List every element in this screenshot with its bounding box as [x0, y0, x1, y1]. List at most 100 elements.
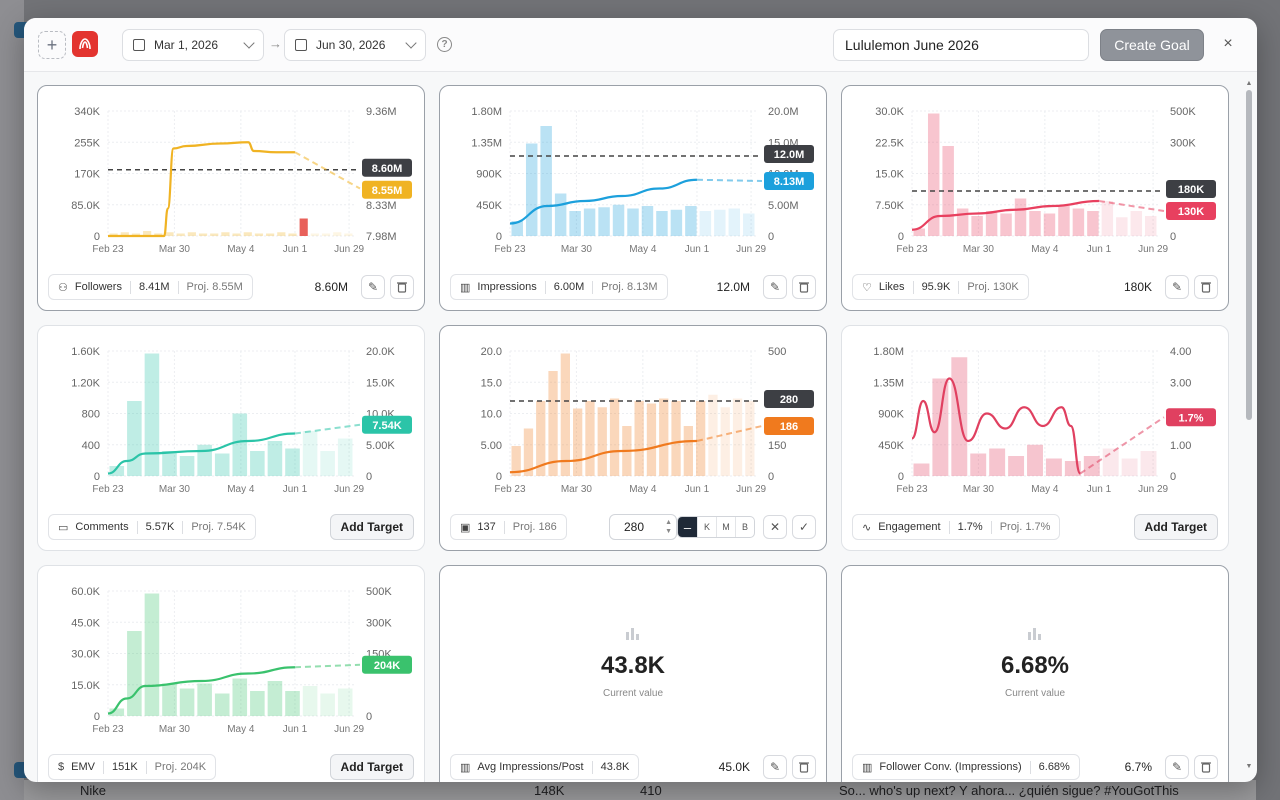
metric-card-likes[interactable]: 30.0K 22.5K 15.0K 7.50K 0 500K 300K 0 Feb 23 Mar … — [841, 85, 1229, 311]
metric-name: Follower Conv. (Impressions) — [879, 761, 1022, 773]
metric-card-engagement[interactable]: 1.80M1.35M900K450K04.003.002.001.000Feb … — [841, 325, 1229, 551]
bar — [913, 228, 925, 236]
create-goal-button[interactable]: Create Goal — [1100, 29, 1204, 61]
x-tick: May 4 — [1031, 244, 1059, 255]
y-tick-left: 450K — [476, 200, 502, 212]
unit-option[interactable]: – — [678, 517, 697, 537]
bar — [120, 232, 129, 236]
metric-pill[interactable]: ▥ Impressions 6.00M Proj. 8.13M — [450, 274, 668, 300]
chart-icon: ▥ — [460, 761, 471, 774]
unit-selector[interactable]: – K M B — [677, 516, 755, 538]
bar — [913, 463, 930, 476]
metric-pill[interactable]: ♡ Likes 95.9K Proj. 130K — [852, 274, 1029, 300]
big-value: 6.68% — [1000, 652, 1070, 679]
trash-icon[interactable] — [792, 755, 816, 779]
metric-pill[interactable]: ⚇ Followers 8.41M Proj. 8.55M — [48, 274, 253, 300]
bar — [598, 207, 610, 236]
bar — [554, 193, 567, 236]
unit-option[interactable]: K — [697, 517, 716, 537]
metric-card-videos[interactable]: 20.0 15.0 10.0 5.00 0 500 150 0 Feb 23 Mar 30 May … — [439, 325, 827, 551]
metric-pill[interactable]: ∿ Engagement 1.7% Proj. 1.7% — [852, 514, 1061, 540]
metric-card-impressions[interactable]: 1.80M1.35M900K450K020.0M15.0M10.0M5.00M0… — [439, 85, 827, 311]
metric-pill[interactable]: ▣ 137 Proj. 186 — [450, 514, 567, 540]
metric-card-emv[interactable]: 60.0K 45.0K 30.0K 15.0K 0 500K 300K 150K 0 Feb 23… — [37, 565, 425, 782]
add-target-button[interactable]: Add Target — [1133, 514, 1218, 540]
svg-text:280: 280 — [780, 394, 798, 406]
confirm-icon[interactable]: ✓ — [792, 515, 816, 539]
bar — [1116, 217, 1128, 236]
add-brand-button[interactable]: + — [38, 31, 66, 59]
y-tick-left: 255K — [74, 137, 100, 149]
target-value: 6.7% — [1124, 760, 1152, 774]
cancel-icon[interactable]: ✕ — [763, 515, 787, 539]
trash-icon[interactable] — [1194, 755, 1218, 779]
bar — [573, 408, 583, 476]
pulse-icon: ∿ — [862, 521, 872, 534]
trash-icon[interactable] — [1194, 275, 1218, 299]
y-tick-left: 0 — [94, 231, 100, 243]
edit-icon[interactable]: ✎ — [1165, 755, 1189, 779]
projection-tag: 204K — [362, 655, 412, 674]
metric-card-avg-impressions[interactable]: 43.8K Current value ▥ Avg Impressions/Post 4… — [439, 565, 827, 782]
scroll-down-icon[interactable]: ▼ — [1245, 763, 1253, 770]
x-tick: May 4 — [227, 244, 255, 255]
bar — [970, 453, 987, 476]
x-tick: Jun 29 — [334, 244, 364, 255]
target-value: 8.60M — [314, 280, 348, 294]
edit-icon[interactable]: ✎ — [1165, 275, 1189, 299]
bar — [511, 446, 521, 476]
metric-card-followers[interactable]: 340K 255K 170K 85.0K 0 9.36M 8.33M 7.98M Feb 23 M… — [37, 85, 425, 311]
y-tick-left: 30.0K — [71, 649, 100, 661]
goal-name-input[interactable]: Lululemon June 2026 — [833, 29, 1089, 61]
metric-pill[interactable]: ▥ Follower Conv. (Impressions) 6.68% — [852, 754, 1080, 780]
x-tick: Mar 30 — [561, 244, 593, 255]
modal-scrollbar[interactable]: ▲ ▼ — [1245, 80, 1253, 770]
x-tick: Jun 1 — [1087, 244, 1112, 255]
metric-card-comments[interactable]: 1.60K 1.20K 800 400 0 20.0K 15.0K 10.0K 5.00K 0 Fe… — [37, 325, 425, 551]
x-tick: Feb 23 — [896, 484, 928, 495]
metric-pill[interactable]: ▭ Comments 5.57K Proj. 7.54K — [48, 514, 256, 540]
unit-option[interactable]: M — [716, 517, 735, 537]
stepper-icon[interactable]: ▲ ▼ — [665, 519, 672, 535]
bar — [609, 398, 620, 476]
scrollbar-thumb[interactable] — [1246, 90, 1252, 420]
scroll-up-icon[interactable]: ▲ — [1245, 80, 1253, 87]
dollar-icon: $ — [58, 761, 65, 773]
goal-modal: + Mar 1, 2026 → Jun 30, 2026 ? Lululemon… — [24, 18, 1257, 782]
video-icon: ▣ — [460, 521, 471, 534]
bar — [337, 438, 353, 476]
metric-pill[interactable]: $ EMV 151K Proj. 204K — [48, 754, 217, 780]
bar — [646, 403, 657, 476]
metric-pill[interactable]: ▥ Avg Impressions/Post 43.8K — [450, 754, 640, 780]
add-target-button[interactable]: Add Target — [329, 754, 414, 780]
y-tick-right: 1.00 — [1170, 440, 1191, 452]
bar — [560, 353, 570, 476]
close-icon[interactable]: × — [1223, 35, 1233, 52]
edit-icon[interactable]: ✎ — [763, 755, 787, 779]
bar — [1145, 216, 1157, 236]
add-target-button[interactable]: Add Target — [329, 514, 414, 540]
bar — [143, 231, 152, 236]
end-date-picker[interactable]: Jun 30, 2026 — [284, 29, 426, 61]
metric-card-follower-conv[interactable]: 6.68% Current value ▥ Follower Conv. (Impre… — [841, 565, 1229, 782]
trash-icon[interactable] — [792, 275, 816, 299]
edit-icon[interactable]: ✎ — [361, 275, 385, 299]
series-line — [107, 432, 295, 475]
start-date-picker[interactable]: Mar 1, 2026 — [122, 29, 264, 61]
followers-icon: ⚇ — [58, 281, 68, 294]
bar — [927, 113, 940, 236]
trash-icon[interactable] — [390, 275, 414, 299]
target-tag: 180K — [1166, 180, 1216, 198]
bar — [285, 691, 300, 716]
x-tick: May 4 — [227, 484, 255, 495]
projection-tag: 1.7% — [1166, 408, 1216, 427]
target-input[interactable]: 280 ▲ ▼ — [609, 514, 677, 540]
y-tick-left: 5.00 — [481, 440, 502, 452]
unit-option[interactable]: B — [735, 517, 754, 537]
metric-name: Impressions — [477, 281, 537, 293]
x-tick: Feb 23 — [896, 244, 928, 255]
edit-icon[interactable]: ✎ — [763, 275, 787, 299]
start-date: Mar 1, 2026 — [154, 38, 219, 52]
bar — [109, 466, 125, 476]
help-icon[interactable]: ? — [437, 37, 452, 52]
